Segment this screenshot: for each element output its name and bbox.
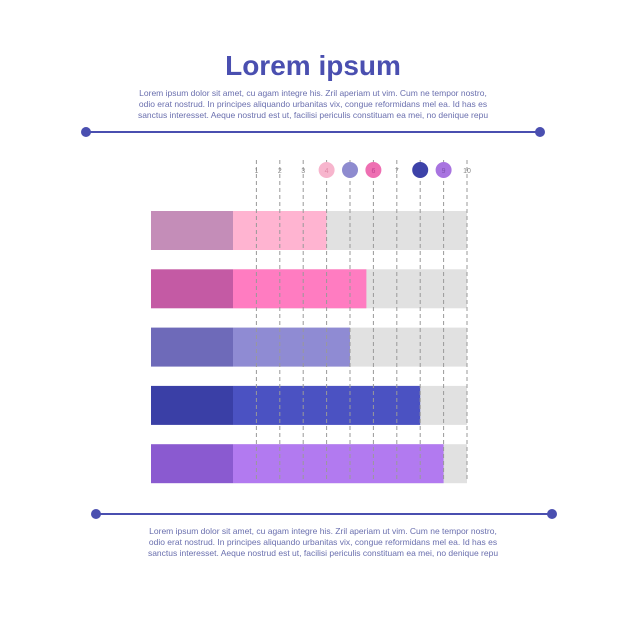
- bar-label-block: [151, 385, 233, 425]
- bottom-divider: [96, 513, 552, 515]
- top-divider: [86, 131, 540, 133]
- page-title: Lorem ipsum: [225, 50, 401, 81]
- bar: [233, 444, 444, 484]
- x-tick-label: 4: [325, 168, 329, 175]
- x-tick-label: 1: [254, 168, 258, 175]
- bottom-divider-right-dot: [547, 509, 557, 519]
- x-tick-label: 8: [418, 168, 422, 175]
- x-tick-label: 10: [463, 168, 471, 175]
- footer-line: sanctus interesset. Aeque nostrud est ut…: [147, 548, 499, 558]
- footer-line: odio erat nostrud. In principes aliquand…: [148, 537, 498, 547]
- tick-marker-dot: [365, 162, 382, 178]
- intro-line: Lorem ipsum dolor sit amet, cu agam inte…: [139, 88, 487, 98]
- x-tick-label: 9: [442, 168, 446, 175]
- tick-marker-dot: [318, 162, 335, 178]
- tick-marker-dot: [342, 162, 358, 178]
- x-tick-label: 6: [371, 168, 375, 175]
- x-tick-label: 5: [348, 168, 352, 175]
- bar-label-block: [151, 211, 233, 250]
- tick-marker-dot: [412, 162, 429, 178]
- bar-label-block: [151, 327, 233, 367]
- bar-label-block: [151, 269, 233, 309]
- bottom-divider-left-dot: [91, 509, 101, 519]
- bar: [233, 327, 350, 367]
- x-tick-label: 2: [278, 168, 282, 175]
- tick-marker-dot: [435, 162, 452, 178]
- intro-line: odio erat nostrud. In principes aliquand…: [138, 99, 488, 109]
- intro-paragraph: Lorem ipsum dolor sit amet, cu agam inte…: [113, 88, 513, 121]
- footer-line: Lorem ipsum dolor sit amet, cu agam inte…: [149, 526, 497, 536]
- x-tick-label: 7: [395, 168, 399, 175]
- top-divider-right-dot: [535, 127, 545, 137]
- intro-line: sanctus interesset. Aeque nostrud est ut…: [137, 110, 489, 120]
- x-tick-label: 3: [301, 168, 305, 175]
- footer-paragraph: Lorem ipsum dolor sit amet, cu agam inte…: [123, 526, 523, 559]
- bar-label-block: [151, 444, 233, 484]
- top-divider-left-dot: [81, 127, 91, 137]
- bar: [233, 269, 367, 309]
